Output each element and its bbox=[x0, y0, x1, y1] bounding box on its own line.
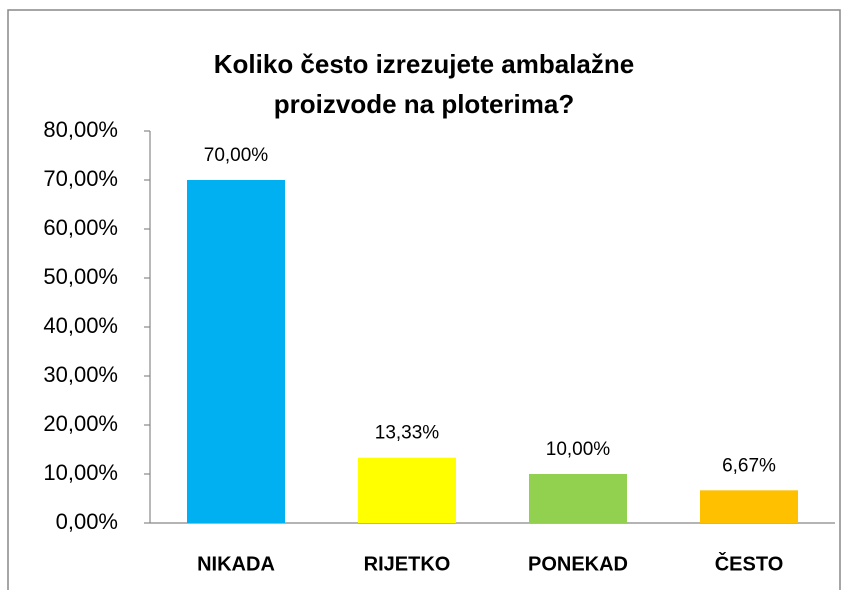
y-tick-label: 80,00% bbox=[43, 117, 118, 142]
y-tick-label: 30,00% bbox=[43, 362, 118, 387]
chart-title: Koliko često izrezujete ambalažne proizv… bbox=[213, 49, 635, 119]
bar bbox=[529, 474, 627, 523]
x-tick-label: PONEKAD bbox=[528, 553, 628, 575]
y-tick-label: 40,00% bbox=[43, 313, 118, 338]
bar bbox=[358, 457, 456, 523]
bar bbox=[187, 180, 285, 523]
value-label: 13,33% bbox=[375, 423, 440, 444]
y-tick-label: 50,00% bbox=[43, 264, 118, 289]
y-tick-label: 10,00% bbox=[43, 460, 118, 485]
y-tick-label: 20,00% bbox=[43, 411, 118, 436]
value-label: 6,67% bbox=[722, 455, 776, 476]
x-tick-label: NIKADA bbox=[197, 553, 275, 575]
x-tick-label: ČESTO bbox=[715, 551, 784, 575]
y-tick-label: 60,00% bbox=[43, 215, 118, 240]
value-label: 10,00% bbox=[546, 439, 611, 460]
x-tick-label: RIJETKO bbox=[364, 553, 451, 575]
bar bbox=[700, 490, 798, 523]
value-label: 70,00% bbox=[204, 145, 269, 166]
y-tick-label: 0,00% bbox=[56, 509, 118, 534]
y-tick-label: 70,00% bbox=[43, 166, 118, 191]
